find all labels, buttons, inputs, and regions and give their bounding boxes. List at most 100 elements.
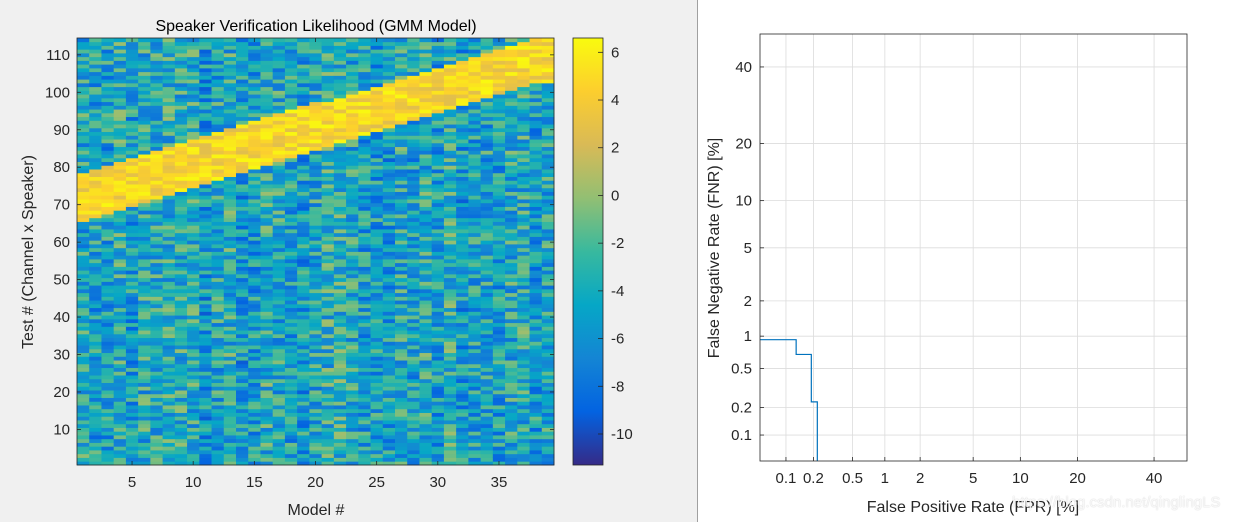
heatmap-cell [260, 341, 274, 346]
heatmap-cell [236, 60, 249, 65]
heatmap-cell [162, 150, 176, 155]
heatmap-cell [199, 180, 212, 185]
heatmap-cell [431, 56, 445, 61]
heatmap-cell [174, 86, 188, 91]
heatmap-cell [199, 393, 212, 398]
heatmap-cell [77, 64, 90, 69]
heatmap-cell [248, 199, 261, 204]
heatmap-cell [89, 146, 102, 151]
heatmap-cell [419, 270, 433, 275]
heatmap-cell [541, 378, 555, 383]
heatmap-cell [150, 75, 164, 80]
heatmap-cell [223, 277, 237, 282]
heatmap-cell [529, 386, 543, 391]
heatmap-cell [199, 90, 212, 95]
heatmap-cell [248, 195, 261, 200]
heatmap-cell [297, 371, 310, 376]
heatmap-cell [468, 356, 482, 361]
heatmap-cell [77, 292, 90, 297]
heatmap-cell [248, 322, 261, 327]
heatmap-cell [272, 214, 286, 219]
heatmap-cell [517, 210, 530, 215]
heatmap-cell [333, 311, 347, 316]
heatmap-cell [260, 206, 274, 211]
heatmap-cell [480, 41, 494, 46]
heatmap-cell [492, 431, 506, 436]
heatmap-cell [297, 457, 310, 462]
heatmap-cell [309, 127, 323, 133]
heatmap-cell [138, 307, 151, 312]
heatmap-cell [162, 105, 176, 110]
heatmap-cell [89, 405, 102, 410]
heatmap-cell [395, 236, 408, 241]
heatmap-cell [321, 49, 335, 54]
heatmap-cell [456, 442, 469, 447]
heatmap-cell [358, 255, 371, 260]
heatmap-cell [236, 262, 249, 267]
heatmap-cell [333, 386, 347, 391]
heatmap-cell [529, 225, 543, 230]
heatmap-cell [505, 142, 518, 148]
heatmap-cell [284, 330, 298, 335]
heatmap-cell [517, 127, 530, 133]
heatmap-cell [309, 307, 323, 312]
heatmap-cell [162, 258, 176, 264]
heatmap-cell [101, 139, 115, 144]
heatmap-cell [138, 292, 151, 297]
heatmap-cell [162, 135, 176, 140]
heatmap-cell [223, 251, 237, 256]
heatmap-cell [125, 210, 139, 215]
heatmap-cell [187, 442, 200, 447]
heatmap-cell [480, 94, 494, 99]
heatmap-cell [260, 461, 274, 466]
heatmap-cell [529, 416, 543, 421]
heatmap-cell [101, 41, 115, 46]
heatmap-cell [529, 221, 543, 226]
heatmap-cell [284, 142, 298, 148]
heatmap-cell [174, 333, 188, 339]
heatmap-cell [272, 326, 286, 331]
heatmap-cell [382, 266, 396, 271]
heatmap-cell [223, 71, 237, 76]
heatmap-cell [370, 60, 384, 65]
heatmap-cell [223, 45, 237, 50]
heatmap-cell [125, 225, 139, 230]
heatmap-cell [395, 38, 408, 43]
heatmap-cell [431, 326, 445, 331]
heatmap-cell [529, 79, 543, 84]
heatmap-cell [321, 202, 335, 207]
heatmap-cell [456, 244, 469, 249]
heatmap-cell [505, 187, 518, 192]
heatmap-cell [468, 75, 482, 80]
heatmap-cell [529, 135, 543, 140]
heatmap-cell [468, 401, 482, 406]
heatmap-cell [431, 270, 445, 275]
heatmap-cell [468, 281, 482, 286]
heatmap-cell [101, 390, 115, 395]
heatmap-cell [358, 176, 371, 181]
heatmap-cell [174, 438, 188, 443]
heatmap-cell [541, 202, 555, 207]
heatmap-y-tick-label: 60 [53, 234, 70, 251]
heatmap-cell [101, 446, 115, 451]
heatmap-cell [456, 405, 469, 410]
heatmap-cell [248, 363, 261, 369]
heatmap-cell [456, 52, 469, 58]
heatmap-cell [260, 232, 274, 237]
heatmap-cell [309, 217, 323, 222]
heatmap-cell [77, 150, 90, 155]
heatmap-cell [187, 371, 200, 376]
heatmap-cell [529, 270, 543, 275]
heatmap-cell [382, 225, 396, 230]
heatmap-cell [297, 94, 310, 99]
heatmap-cell [150, 450, 164, 455]
heatmap-cell [236, 367, 249, 372]
heatmap-cell [541, 146, 555, 151]
heatmap-cell [162, 266, 176, 271]
heatmap-cell [419, 236, 433, 241]
det-x-tick-label: 5 [969, 470, 977, 487]
heatmap-cell [529, 255, 543, 260]
heatmap-cell [236, 412, 249, 417]
heatmap-cell [113, 412, 127, 417]
det-x-tick-label: 1 [881, 470, 889, 487]
